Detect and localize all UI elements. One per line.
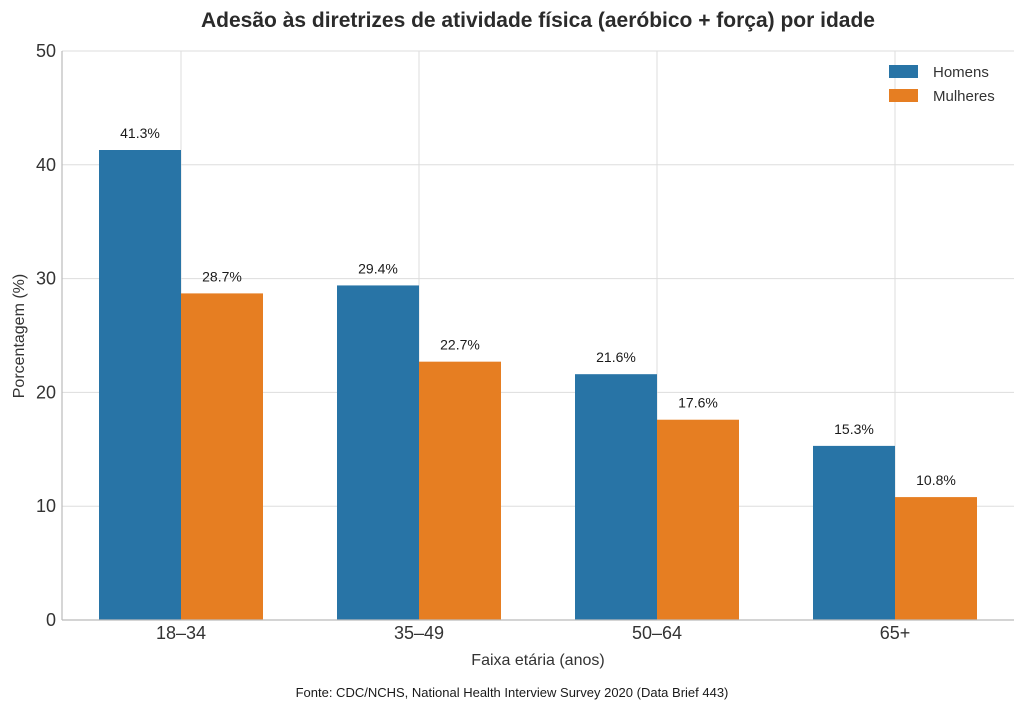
bars [99,150,977,621]
data-label: 15.3% [834,421,874,437]
bar-homens-2 [575,374,657,620]
tick-labels: 0 10 20 30 40 50 18–34 35–49 50–64 65+ [36,41,910,643]
chart-title: Adesão às diretrizes de atividade física… [201,9,875,32]
data-label: 21.6% [596,349,636,365]
x-tick-label: 35–49 [394,623,444,643]
y-tick-label: 20 [36,382,56,402]
axes [61,51,1014,621]
bar-homens-3 [813,445,895,620]
x-tick-label: 65+ [880,623,911,643]
y-tick-label: 50 [36,41,56,61]
y-tick-label: 40 [36,155,56,175]
x-tick-label: 18–34 [156,623,206,643]
y-tick-label: 0 [46,610,56,630]
bar-mulheres-1 [419,361,501,620]
data-label: 28.7% [202,268,242,284]
source-note: Fonte: CDC/NCHS, National Health Intervi… [296,685,729,700]
x-axis-label: Faixa etária (anos) [471,652,604,669]
data-label: 10.8% [916,472,956,488]
bar-homens-0 [99,150,181,621]
y-axis-label: Porcentagem (%) [11,274,28,399]
data-labels: 41.3% 29.4% 21.6% 15.3% 28.7% 22.7% 17.6% 10.8% [120,125,956,488]
bar-mulheres-0 [181,293,263,620]
legend: Homens Mulheres [889,64,995,105]
bar-mulheres-2 [657,419,739,620]
x-tick-label: 50–64 [632,623,682,643]
legend-label-mulheres: Mulheres [933,88,995,105]
y-tick-label: 10 [36,496,56,516]
data-label: 22.7% [440,337,480,353]
legend-swatch-mulheres [889,89,918,102]
legend-swatch-homens [889,65,918,78]
bar-homens-1 [337,285,419,620]
y-tick-label: 30 [36,269,56,289]
data-label: 29.4% [358,260,398,276]
bar-mulheres-3 [895,497,977,620]
legend-label-homens: Homens [933,64,989,81]
data-label: 41.3% [120,125,160,141]
data-label: 17.6% [678,395,718,411]
